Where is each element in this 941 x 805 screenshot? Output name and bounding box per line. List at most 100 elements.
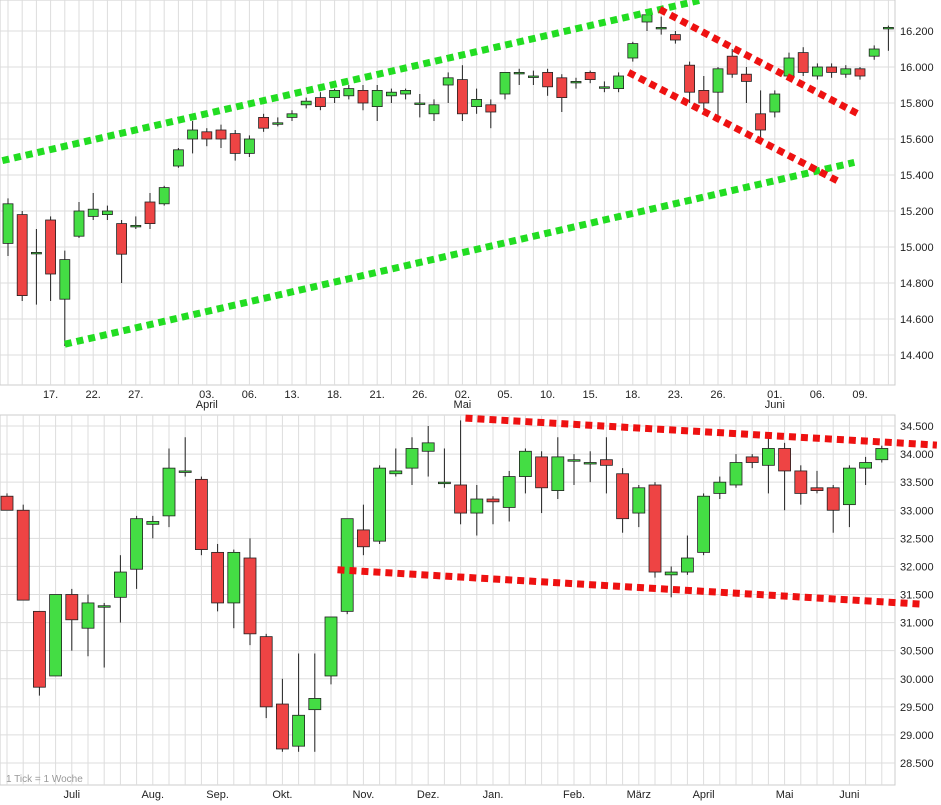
- candle-body: [794, 470, 808, 494]
- x-tick-label: 03.: [199, 389, 214, 401]
- candle-body: [726, 55, 738, 75]
- candle-body: [243, 138, 255, 154]
- candle: [600, 437, 613, 494]
- y-tick-label: 14.800: [900, 278, 934, 290]
- candle: [810, 470, 824, 494]
- candle-body: [357, 90, 369, 104]
- candle-body: [87, 208, 99, 217]
- candle-body: [454, 484, 468, 514]
- candle: [854, 67, 866, 80]
- candle: [30, 229, 42, 305]
- candle-body: [584, 72, 596, 81]
- candle-body: [854, 68, 866, 77]
- candle-body: [499, 72, 511, 95]
- candle: [340, 518, 354, 615]
- candle: [632, 484, 646, 528]
- candle: [259, 633, 273, 719]
- y-tick-label: 31.500: [900, 590, 934, 602]
- y-tick-label: 30.000: [900, 674, 934, 686]
- candle: [826, 63, 837, 78]
- candle: [116, 220, 127, 283]
- y-tick-label: 15.800: [900, 98, 934, 110]
- candle-body: [215, 129, 227, 140]
- candle-body: [97, 605, 111, 608]
- candle: [324, 616, 338, 685]
- candle-body: [146, 521, 160, 525]
- candle: [329, 88, 341, 103]
- candle: [883, 25, 894, 51]
- candle: [16, 504, 30, 601]
- y-tick-label: 28.500: [900, 758, 934, 770]
- candle: [59, 250, 71, 346]
- candle-body: [868, 48, 880, 57]
- candle-body: [502, 476, 516, 508]
- candle-body: [33, 610, 46, 688]
- candle-body: [172, 149, 184, 167]
- candle-body: [762, 448, 775, 466]
- x-tick-label: 09.: [852, 389, 867, 401]
- x-tick-label: 06.: [242, 389, 257, 401]
- candle-body: [519, 450, 532, 477]
- candle: [613, 72, 624, 93]
- candle-body: [513, 72, 525, 75]
- candle-body: [859, 462, 872, 469]
- candle-body: [81, 602, 95, 629]
- candle: [762, 437, 775, 494]
- candle: [486, 496, 500, 525]
- trend-line: [465, 414, 938, 449]
- candle-body: [755, 113, 766, 131]
- candle: [146, 515, 160, 539]
- candle-body: [437, 481, 451, 485]
- candle-body: [826, 66, 837, 73]
- candle: [843, 465, 856, 528]
- candle-body: [300, 100, 312, 106]
- panel-weekly: 34.500 34.000 33.500 33.000 32.500 32.000 31.5…: [0, 414, 938, 801]
- candle: [144, 193, 156, 229]
- month-label: Mai: [454, 399, 472, 411]
- candle-body: [535, 456, 548, 489]
- candle: [797, 47, 809, 76]
- y-tick-label: 33.500: [900, 477, 934, 489]
- candle: [130, 515, 144, 589]
- candle: [713, 476, 727, 500]
- candle-body: [616, 473, 629, 520]
- candle-body: [664, 571, 678, 576]
- candle: [456, 65, 468, 121]
- candle-body: [0, 495, 14, 511]
- candle-body: [371, 90, 383, 108]
- candle: [400, 88, 412, 100]
- candle: [130, 216, 142, 229]
- candle-body: [681, 557, 694, 573]
- candle: [826, 484, 840, 533]
- candle: [442, 72, 454, 103]
- candle-body: [187, 129, 199, 140]
- candle-body: [356, 529, 370, 548]
- candle: [655, 16, 667, 35]
- candle: [583, 451, 597, 483]
- candle: [502, 470, 516, 522]
- candle-body: [583, 462, 597, 465]
- x-tick-label: 13.: [284, 389, 299, 401]
- candle: [627, 41, 639, 62]
- candle: [648, 482, 662, 578]
- candle-body: [343, 88, 355, 97]
- x-tick-label: Juni: [839, 789, 859, 801]
- candle-body: [729, 462, 743, 486]
- candle-body: [272, 122, 284, 125]
- candle-body: [648, 484, 662, 573]
- x-tick-label: 01.: [767, 389, 782, 401]
- x-tick-label: April: [693, 789, 715, 801]
- candle-body: [194, 478, 208, 550]
- candle-body: [875, 448, 889, 461]
- candle: [599, 81, 610, 93]
- candle: [570, 77, 582, 89]
- candle: [584, 70, 596, 84]
- candle-body: [485, 104, 497, 113]
- candle-body: [698, 90, 710, 104]
- candle: [385, 88, 397, 103]
- candle-body: [812, 66, 823, 77]
- x-tick-label: 10.: [540, 389, 555, 401]
- y-tick-label: 29.500: [900, 702, 934, 714]
- candle: [551, 437, 565, 500]
